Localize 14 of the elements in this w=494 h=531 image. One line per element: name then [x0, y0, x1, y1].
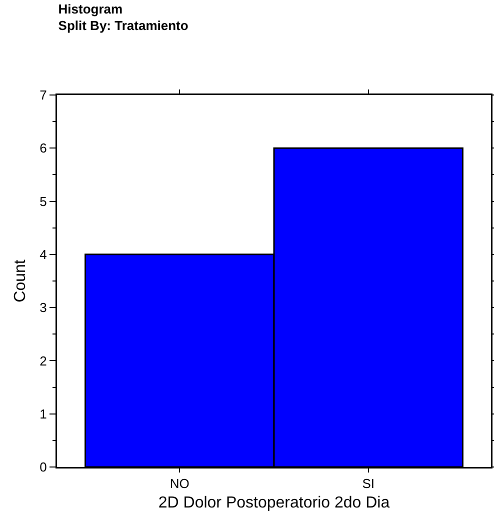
- y-tick-label: 6: [40, 140, 47, 156]
- y-tick-label: 2: [40, 353, 47, 368]
- chart-title: Histogram: [58, 1, 123, 16]
- y-tick-label: 7: [40, 88, 47, 103]
- chart-subtitle: Split By: Tratamiento: [58, 18, 188, 34]
- y-tick-label: 5: [40, 194, 47, 209]
- x-tick-label: NO: [170, 476, 190, 492]
- y-tick-label: 4: [40, 246, 47, 262]
- y-tick-label: 0: [40, 460, 47, 475]
- y-tick-label: 3: [40, 300, 47, 316]
- y-tick-label: 1: [40, 406, 47, 422]
- x-axis-title: 2D Dolor Postoperatorio 2do Dia: [158, 494, 390, 512]
- y-axis-title: Count: [12, 259, 29, 302]
- x-tick-label: SI: [362, 476, 374, 492]
